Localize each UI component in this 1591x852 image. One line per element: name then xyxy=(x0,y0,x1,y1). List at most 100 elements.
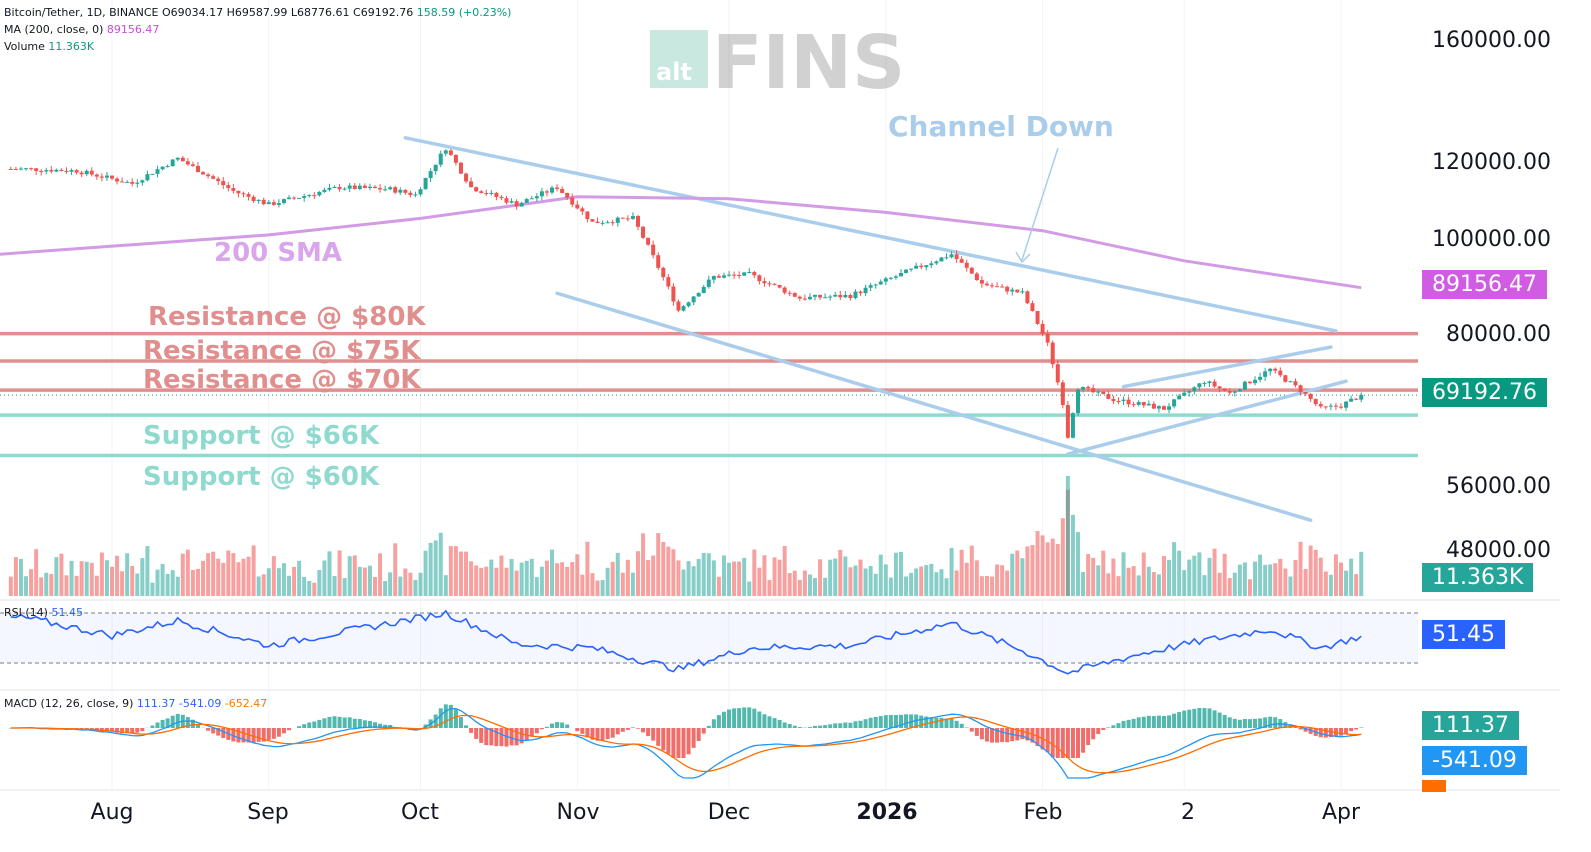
volume-bar xyxy=(443,575,448,596)
macd-hist-bar xyxy=(641,728,646,733)
volume-bar xyxy=(337,550,342,596)
channel-upper-line[interactable] xyxy=(403,136,1338,333)
macd-hist-bar xyxy=(676,728,681,758)
legend-macd[interactable]: MACD (12, 26, close, 9) 111.37 -541.09 -… xyxy=(4,697,267,710)
candle-body xyxy=(777,284,782,288)
macd-hist-bar xyxy=(448,704,453,728)
candle-body xyxy=(772,283,777,285)
volume-bar xyxy=(1253,561,1258,596)
macd-hist-bar xyxy=(383,724,388,728)
volume-bar xyxy=(964,562,969,596)
volume-bar xyxy=(1187,559,1192,596)
macd-hist-bar xyxy=(458,717,463,728)
candle-body xyxy=(8,168,13,170)
volume-bar xyxy=(1091,557,1096,596)
volume-bar xyxy=(413,579,418,596)
candle-body xyxy=(641,226,646,238)
volume-bar xyxy=(565,566,570,596)
candle-body xyxy=(1313,398,1318,405)
macd-hist-bar xyxy=(519,728,524,744)
volume-bar xyxy=(1111,558,1116,596)
candle-body xyxy=(165,166,170,168)
last-price-tag: 69192.76 xyxy=(1422,378,1547,407)
volume-bar xyxy=(1131,566,1136,596)
macd-hist-bar xyxy=(620,728,625,732)
macd-hist-bar xyxy=(974,728,979,736)
legend-rsi[interactable]: RSI (14) 51.45 xyxy=(4,606,83,619)
volume-bar xyxy=(59,553,64,596)
volume-bar xyxy=(479,567,484,596)
wedge-upper-line[interactable] xyxy=(1121,345,1333,389)
macd-hist-bar xyxy=(211,728,216,734)
volume-bar xyxy=(1086,554,1091,596)
macd-hist-bar xyxy=(1106,727,1111,728)
macd-hist-bar xyxy=(1030,728,1035,743)
candle-body xyxy=(1192,387,1197,392)
candle-body xyxy=(1020,291,1025,293)
volume-bar xyxy=(848,567,853,596)
legend-volume[interactable]: Volume 11.363K xyxy=(4,40,94,53)
candle-body xyxy=(555,187,560,190)
macd-hist-bar xyxy=(195,723,200,728)
candle-body xyxy=(1010,289,1015,292)
ma-200-line[interactable] xyxy=(0,195,1362,290)
candle-body xyxy=(681,306,686,311)
candle-body xyxy=(620,217,625,219)
candle-body xyxy=(995,286,1000,288)
volume-bar xyxy=(160,563,165,596)
rsi-tag: 51.45 xyxy=(1422,620,1505,649)
candle-body xyxy=(1151,403,1156,409)
volume-bar xyxy=(1268,564,1273,596)
volume-bar xyxy=(469,561,474,596)
volume-bar xyxy=(1354,574,1359,596)
volume-bar xyxy=(1344,570,1349,596)
volume-bar xyxy=(883,564,888,596)
volume-bar xyxy=(13,557,18,596)
wedge-lower-line[interactable] xyxy=(1066,379,1348,456)
macd-hist-bar xyxy=(595,728,600,741)
candle-body xyxy=(954,254,959,260)
candle-body xyxy=(893,276,898,278)
candle-body xyxy=(924,265,929,268)
volume-bar xyxy=(140,558,145,596)
macd-hist-bar xyxy=(1187,709,1192,728)
candle-body xyxy=(964,262,969,268)
candle-body xyxy=(170,159,175,167)
macd-hist-bar xyxy=(853,721,858,728)
candle-body xyxy=(580,208,585,212)
macd-hist-bar xyxy=(125,728,130,734)
candle-body xyxy=(1060,382,1065,405)
volume-bar xyxy=(246,556,251,596)
candle-body xyxy=(1091,388,1096,393)
macd-signal-line[interactable] xyxy=(10,714,1362,774)
volume-bar xyxy=(984,575,989,596)
candle-body xyxy=(1096,391,1101,393)
rsi-line[interactable] xyxy=(10,609,1362,675)
legend-ma[interactable]: MA (200, close, 0) 89156.47 xyxy=(4,23,159,36)
candle-body xyxy=(807,296,812,300)
candle-body xyxy=(110,175,114,179)
candle-body xyxy=(302,196,307,198)
candle-body xyxy=(1040,323,1045,334)
channel-lower-line[interactable] xyxy=(555,291,1313,522)
macd-hist-bar xyxy=(995,728,1000,743)
candle-body xyxy=(362,185,367,188)
volume-bar xyxy=(49,573,54,596)
macd-hist-bar xyxy=(494,728,499,747)
volume-bar xyxy=(342,578,347,596)
macd-hist-bar xyxy=(767,716,772,728)
candle-body xyxy=(590,219,595,222)
candle-body xyxy=(1126,399,1131,405)
candle-body xyxy=(544,191,549,193)
volume-bar xyxy=(1318,557,1323,596)
candle-body xyxy=(1232,391,1237,393)
macd-hist-bar xyxy=(555,722,560,728)
volume-bar xyxy=(610,561,615,596)
candle-body xyxy=(529,198,534,200)
volume-bar xyxy=(1192,555,1197,596)
candle-body xyxy=(990,285,995,287)
macd-hist-bar xyxy=(1237,719,1242,728)
macd-line[interactable] xyxy=(10,707,1362,779)
macd-hist-bar xyxy=(1045,728,1050,753)
